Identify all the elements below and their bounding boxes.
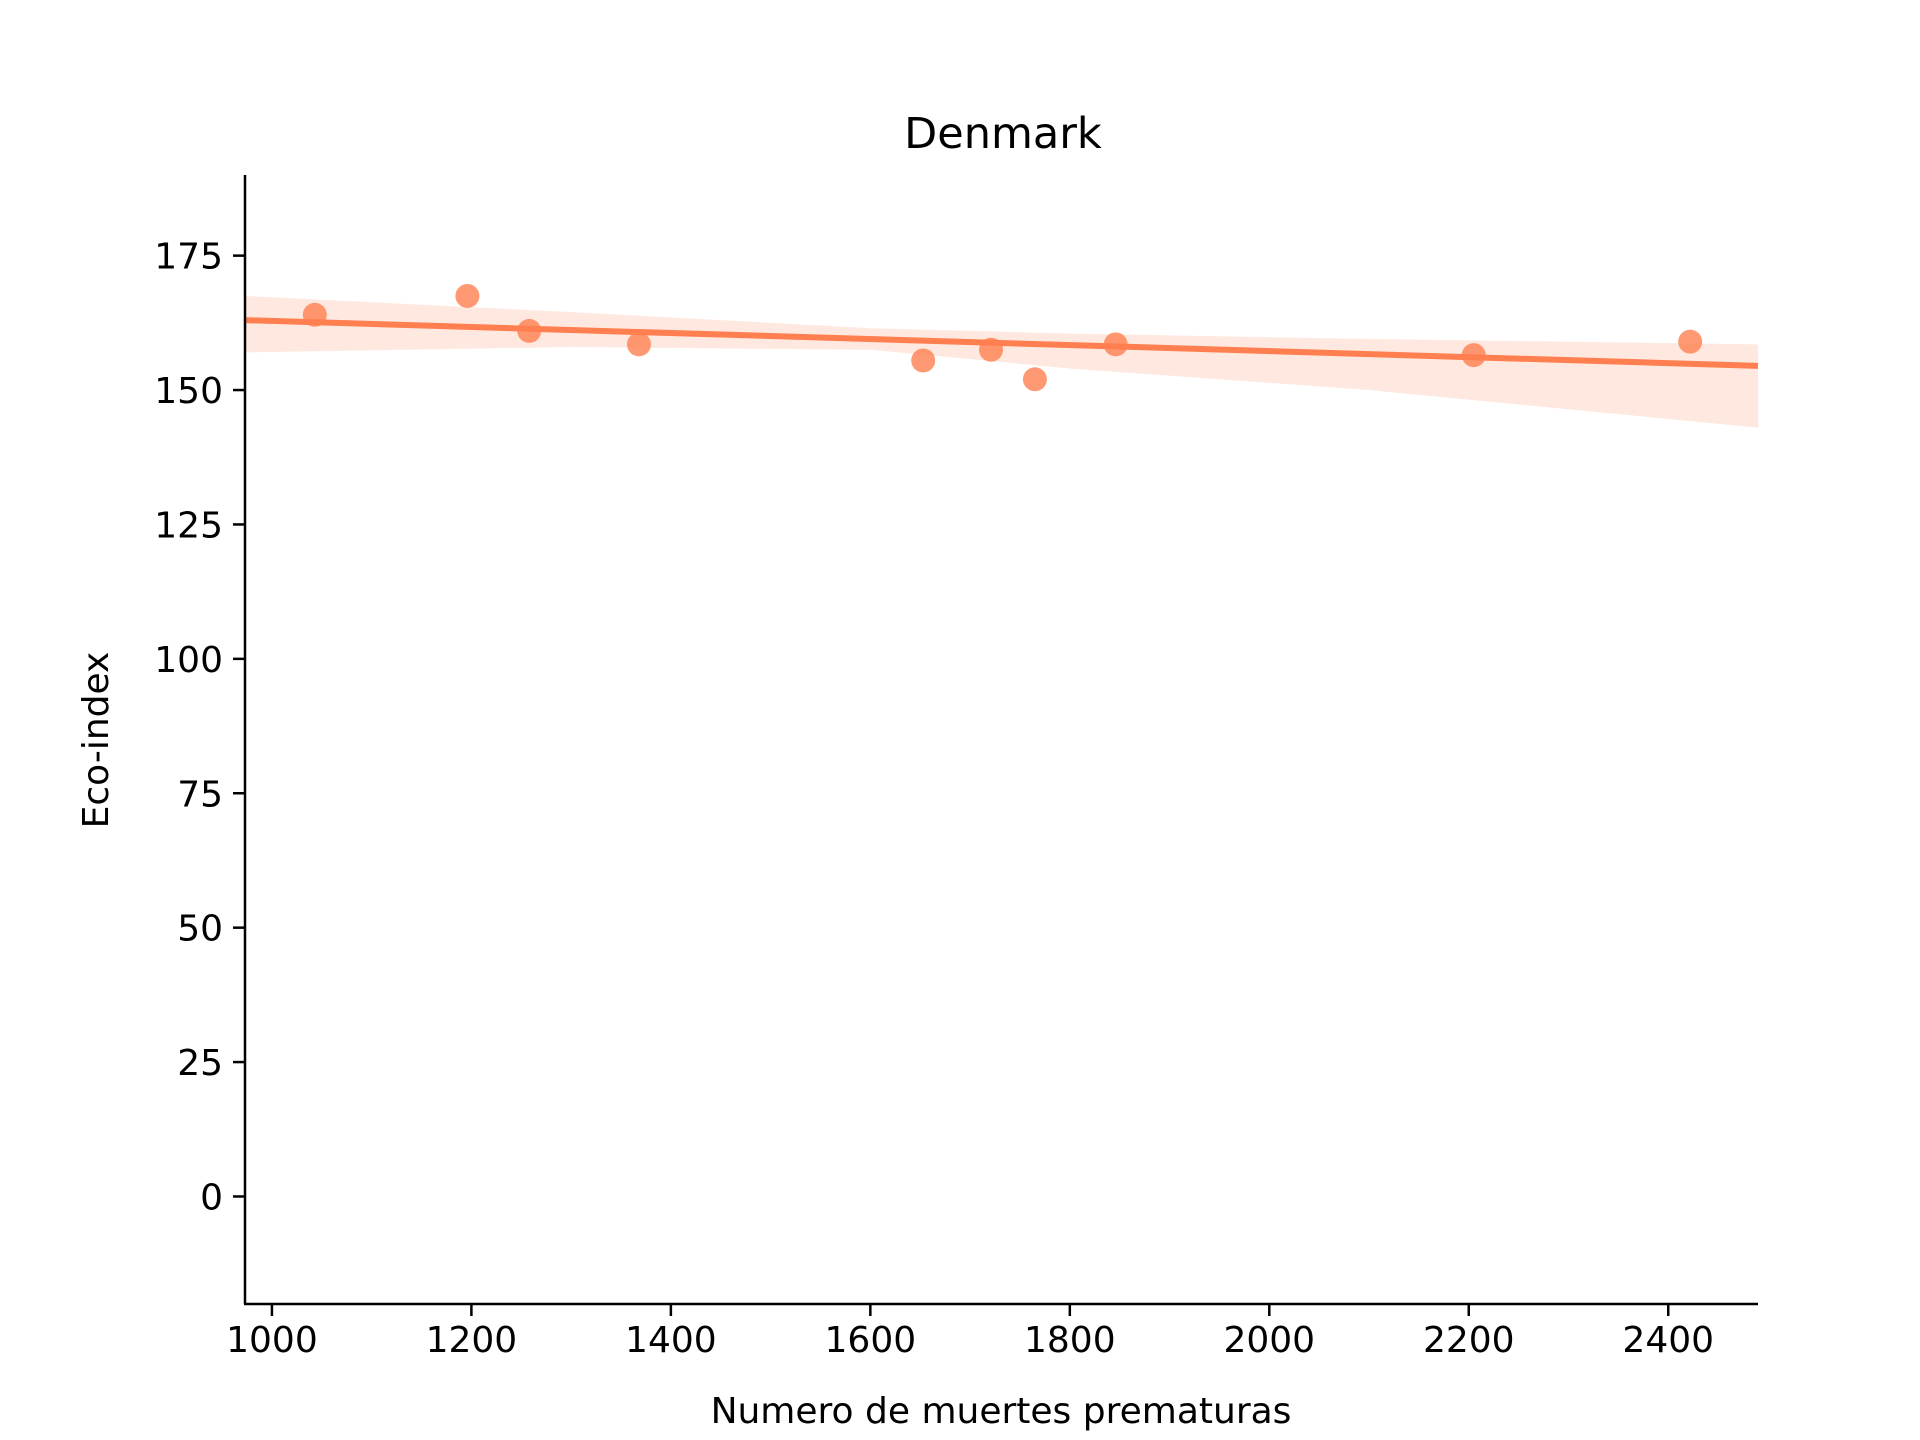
y-ticks: 0 25 50 75 100 125 150 175 — [154, 237, 245, 1218]
regression-line-layer — [244, 317, 1759, 369]
chart-title: Denmark — [904, 109, 1102, 159]
data-point — [1022, 367, 1047, 392]
y-tick-label: 50 — [177, 909, 223, 950]
x-tick-label: 1000 — [226, 1320, 318, 1361]
y-tick-label: 150 — [154, 371, 223, 412]
data-point — [455, 283, 480, 308]
x-ticks: 1000 1200 1400 1600 1800 2000 2200 2400 — [226, 1304, 1714, 1361]
axes — [243, 175, 1758, 1306]
x-axis-label: Numero de muertes prematuras — [711, 1391, 1292, 1432]
x-tick-label: 2400 — [1622, 1320, 1714, 1361]
x-tick-label: 2000 — [1223, 1320, 1315, 1361]
regression-line — [244, 317, 1759, 369]
y-tick-label: 100 — [154, 640, 223, 681]
y-axis-label: Eco-index — [76, 652, 117, 829]
x-tick-label: 1800 — [1024, 1320, 1116, 1361]
y-tick-label: 0 — [200, 1177, 223, 1218]
x-tick-label: 1200 — [426, 1320, 518, 1361]
x-tick-label: 2200 — [1423, 1320, 1515, 1361]
x-tick-label: 1400 — [625, 1320, 717, 1361]
data-point — [1678, 329, 1703, 354]
y-tick-label: 75 — [177, 774, 223, 815]
data-point — [911, 348, 936, 373]
y-tick-label: 175 — [154, 237, 223, 278]
y-tick-label: 25 — [177, 1043, 223, 1084]
data-point — [626, 332, 651, 357]
y-tick-label: 125 — [154, 505, 223, 546]
x-tick-label: 1600 — [825, 1320, 917, 1361]
